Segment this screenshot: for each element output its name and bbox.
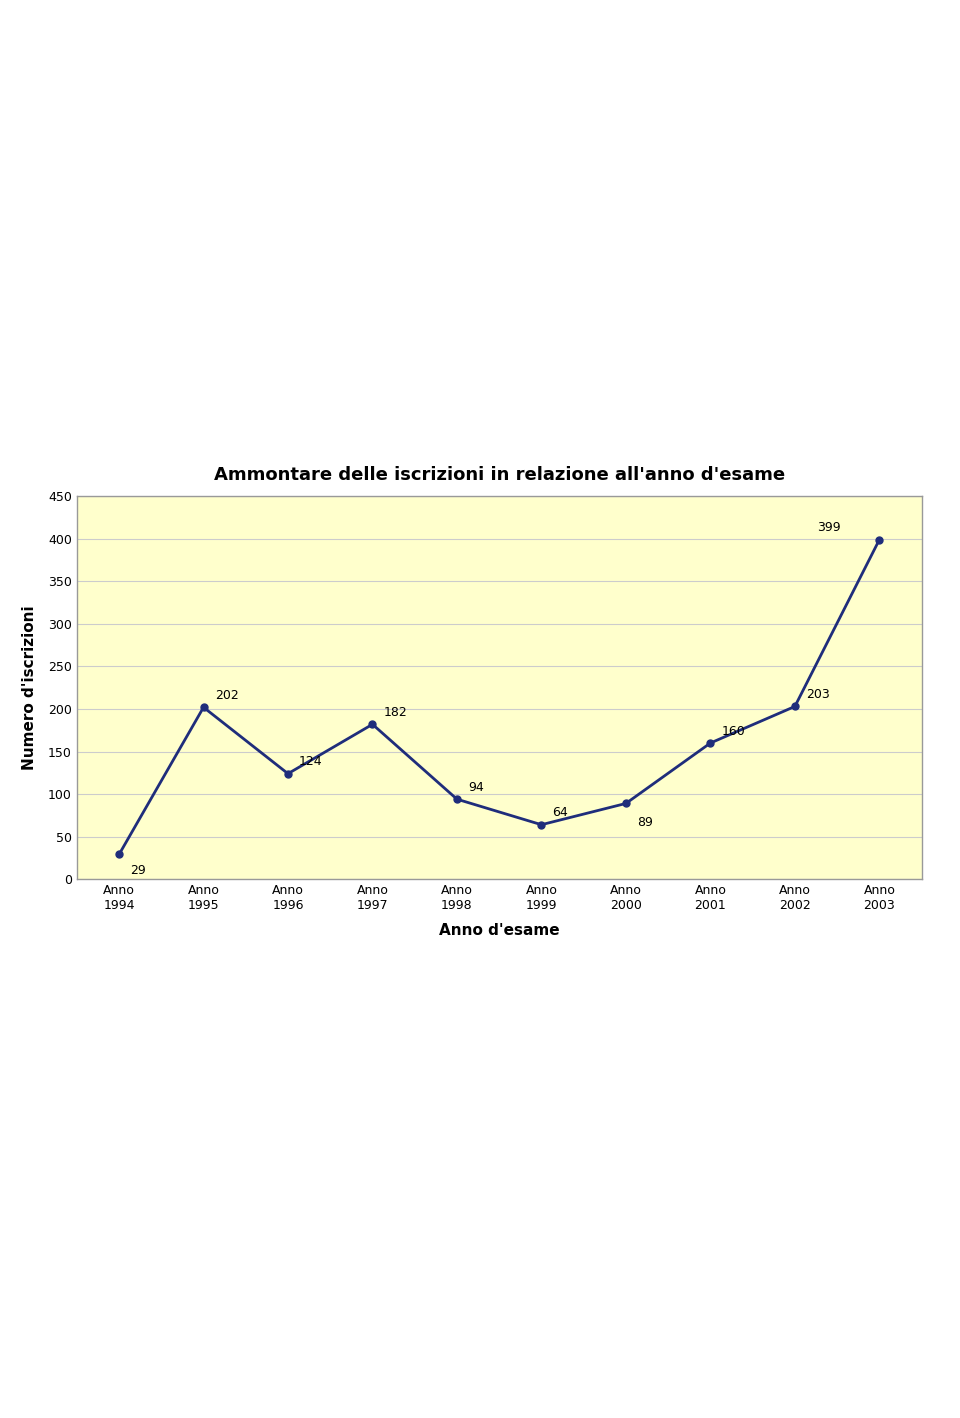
Text: 182: 182 [384, 706, 407, 719]
Text: 124: 124 [300, 756, 323, 769]
X-axis label: Anno d'esame: Anno d'esame [439, 923, 560, 939]
Text: 94: 94 [468, 781, 484, 794]
Text: 399: 399 [817, 522, 840, 535]
Text: 64: 64 [553, 807, 568, 820]
Title: Ammontare delle iscrizioni in relazione all'anno d'esame: Ammontare delle iscrizioni in relazione … [214, 465, 784, 484]
Text: 89: 89 [637, 815, 653, 828]
Text: 29: 29 [131, 864, 146, 876]
Y-axis label: Numero d'iscrizioni: Numero d'iscrizioni [22, 605, 36, 770]
Text: 202: 202 [215, 689, 238, 702]
Text: 160: 160 [722, 725, 745, 737]
Text: 203: 203 [806, 688, 829, 700]
